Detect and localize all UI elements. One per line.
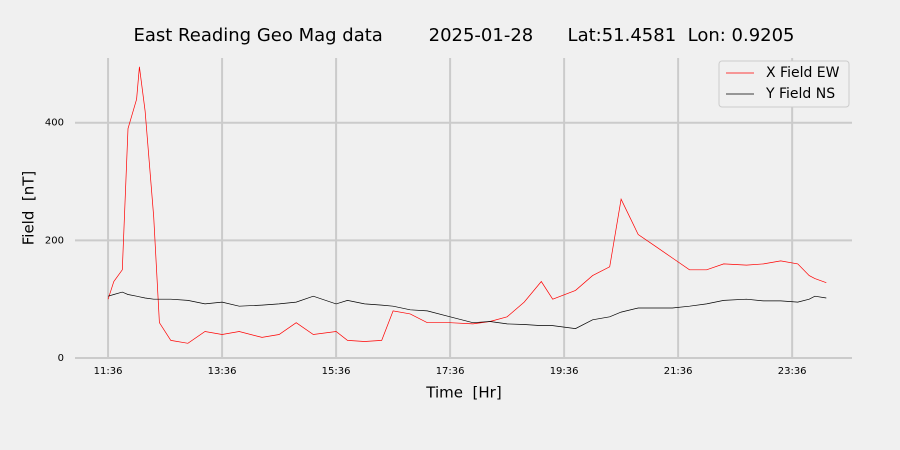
chart-title: East Reading Geo Mag data 2025-01-28 Lat… xyxy=(133,25,794,46)
x-axis-label: Time [Hr] xyxy=(425,384,501,402)
x-tick-label: 21:36 xyxy=(664,366,693,377)
x-tick-label: 17:36 xyxy=(436,366,465,377)
grid xyxy=(75,58,852,359)
y-tick-label: 400 xyxy=(45,118,64,129)
legend-box xyxy=(718,60,850,108)
legend-label: Y Field NS xyxy=(765,86,835,102)
x-tick-label: 15:36 xyxy=(322,366,351,377)
x-tick-label: 13:36 xyxy=(208,366,237,377)
y-tick-label: 200 xyxy=(45,235,64,246)
series-line xyxy=(107,66,827,344)
x-tick-label: 11:36 xyxy=(94,366,123,377)
legend: X Field EW Y Field NS xyxy=(718,60,850,108)
x-tick-label: 19:36 xyxy=(550,366,579,377)
x-tick-label: 23:36 xyxy=(778,366,807,377)
y-axis-label: Field [nT] xyxy=(20,171,38,246)
y-tick-label: 0 xyxy=(58,353,64,364)
legend-label: X Field EW xyxy=(766,65,840,81)
lines xyxy=(107,66,827,344)
series-line xyxy=(107,291,827,329)
